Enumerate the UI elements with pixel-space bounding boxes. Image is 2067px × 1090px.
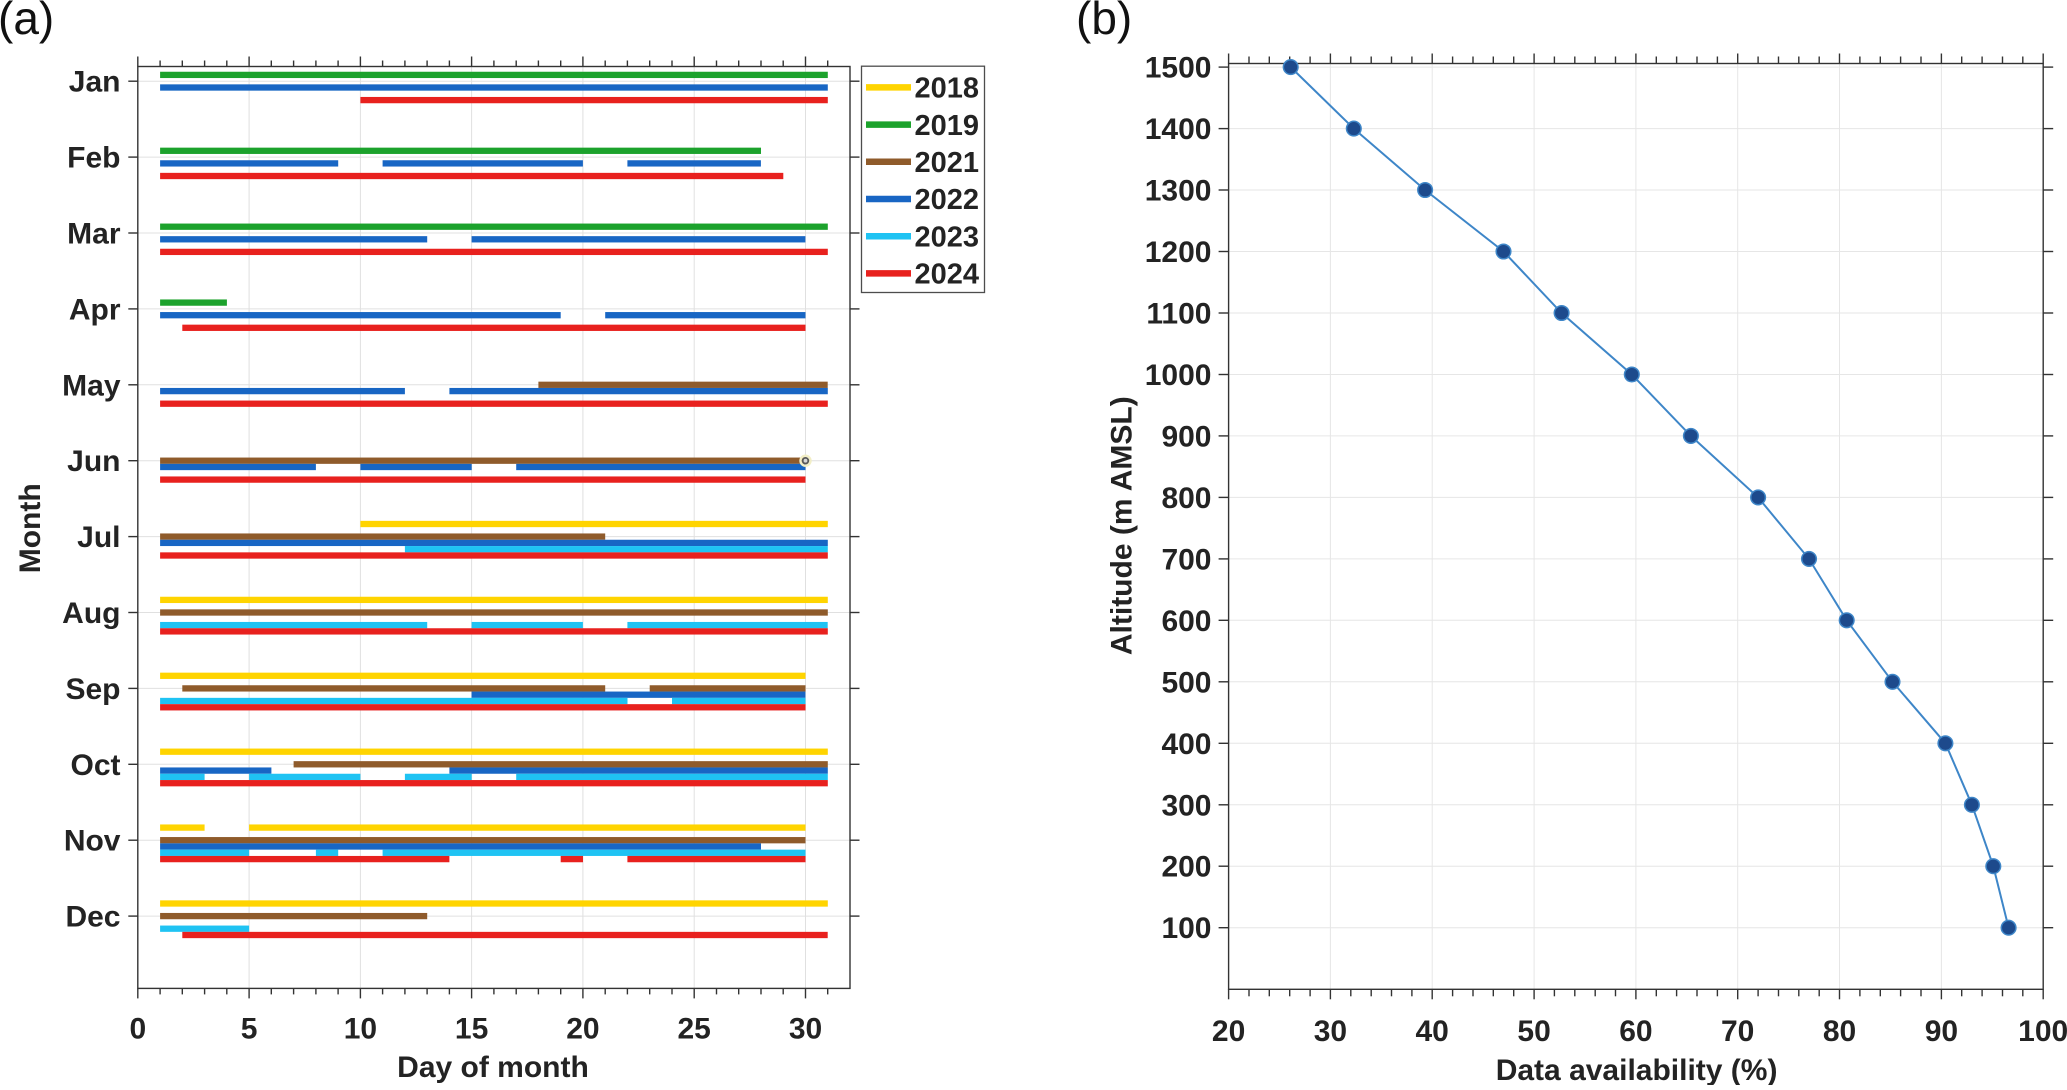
- svg-text:1100: 1100: [1146, 298, 1211, 331]
- svg-text:70: 70: [1721, 1015, 1754, 1048]
- svg-text:Oct: Oct: [70, 749, 120, 782]
- svg-text:1300: 1300: [1145, 175, 1212, 208]
- svg-text:20: 20: [1212, 1015, 1245, 1048]
- svg-text:400: 400: [1161, 728, 1211, 761]
- svg-text:20: 20: [566, 1013, 599, 1046]
- svg-text:1200: 1200: [1145, 236, 1212, 269]
- svg-text:60: 60: [1619, 1015, 1652, 1048]
- svg-text:800: 800: [1161, 482, 1211, 515]
- svg-text:2019: 2019: [915, 110, 980, 142]
- svg-text:900: 900: [1161, 420, 1211, 453]
- svg-text:Aug: Aug: [62, 597, 120, 630]
- svg-text:100: 100: [1161, 912, 1211, 945]
- svg-text:Jan: Jan: [69, 66, 121, 99]
- svg-text:500: 500: [1161, 666, 1211, 699]
- svg-text:10: 10: [344, 1013, 377, 1046]
- svg-text:1400: 1400: [1145, 113, 1212, 146]
- svg-text:90: 90: [1925, 1015, 1958, 1048]
- svg-text:Day of month: Day of month: [397, 1051, 589, 1084]
- svg-text:May: May: [62, 369, 121, 402]
- svg-text:50: 50: [1517, 1015, 1550, 1048]
- svg-text:Dec: Dec: [65, 901, 120, 934]
- svg-text:Altitude (m AMSL): Altitude (m AMSL): [1106, 396, 1139, 655]
- svg-text:300: 300: [1161, 789, 1211, 822]
- svg-text:100: 100: [2018, 1015, 2067, 1048]
- svg-text:40: 40: [1416, 1015, 1449, 1048]
- svg-text:80: 80: [1823, 1015, 1856, 1048]
- svg-text:Feb: Feb: [67, 142, 120, 175]
- svg-text:Mar: Mar: [67, 218, 121, 251]
- svg-text:30: 30: [789, 1013, 822, 1046]
- svg-text:2018: 2018: [915, 73, 980, 105]
- svg-text:25: 25: [678, 1013, 711, 1046]
- svg-text:Data availability (%): Data availability (%): [1496, 1054, 1778, 1085]
- svg-text:Jul: Jul: [77, 521, 120, 554]
- svg-text:1000: 1000: [1145, 359, 1212, 392]
- svg-text:15: 15: [455, 1013, 488, 1046]
- svg-text:200: 200: [1161, 851, 1211, 884]
- svg-text:2023: 2023: [915, 221, 980, 253]
- svg-text:Jun: Jun: [67, 445, 120, 478]
- svg-text:Sep: Sep: [65, 673, 120, 706]
- svg-text:Apr: Apr: [69, 293, 121, 326]
- svg-text:1500: 1500: [1145, 52, 1212, 85]
- svg-text:600: 600: [1161, 605, 1211, 638]
- svg-text:Nov: Nov: [64, 825, 121, 858]
- svg-text:5: 5: [241, 1013, 258, 1046]
- svg-text:(a): (a): [0, 0, 54, 44]
- svg-text:0: 0: [129, 1013, 146, 1046]
- svg-text:2022: 2022: [915, 184, 980, 216]
- svg-text:(b): (b): [1076, 0, 1132, 44]
- svg-text:2024: 2024: [915, 259, 980, 291]
- svg-text:Month: Month: [14, 483, 47, 573]
- svg-text:30: 30: [1314, 1015, 1347, 1048]
- svg-text:2021: 2021: [915, 147, 980, 179]
- svg-text:700: 700: [1161, 543, 1211, 576]
